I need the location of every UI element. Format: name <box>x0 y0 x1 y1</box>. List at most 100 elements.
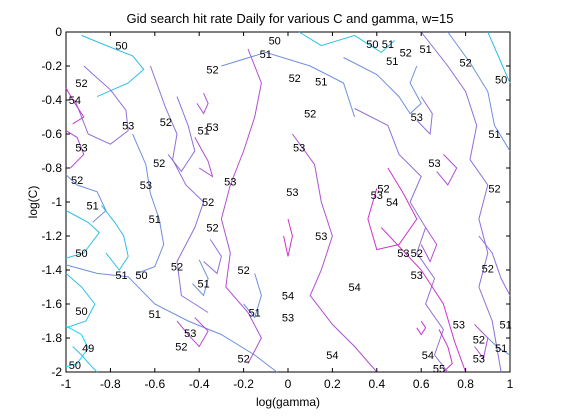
contour-label: 54 <box>348 282 360 294</box>
contour-label: 53 <box>75 143 87 155</box>
contour-label: 51 <box>386 56 398 68</box>
contour-line-55 <box>438 329 453 373</box>
y-tick-label: -1 <box>51 195 62 209</box>
contour-label: 54 <box>326 350 338 362</box>
contour-label: 52 <box>206 64 218 76</box>
contour-line-52 <box>167 96 196 173</box>
contour-label: 53 <box>411 270 423 282</box>
contour-line-52 <box>478 235 511 296</box>
contour-label: 55 <box>433 364 445 376</box>
contour-label: 53 <box>371 190 383 202</box>
contour-line-52 <box>74 65 129 145</box>
contour-label: 52 <box>75 78 87 90</box>
contour-label: 51 <box>499 319 511 331</box>
contour-line-50 <box>487 31 511 84</box>
contour-line-53 <box>194 137 214 178</box>
x-tick-label: -1 <box>61 377 72 391</box>
contour-label: 52 <box>202 197 214 209</box>
contour-label: 50 <box>115 41 127 53</box>
contour-line-53 <box>65 130 85 169</box>
contour-label: 50 <box>495 75 507 87</box>
contour-line-49 <box>65 325 89 368</box>
y-tick-label: -1.2 <box>41 229 62 243</box>
x-tick-label: 0.6 <box>413 377 430 391</box>
contour-label: 51 <box>115 270 127 282</box>
contour-label: 51 <box>249 308 261 320</box>
contour-line-50 <box>81 34 145 98</box>
y-tick-label: 0 <box>55 25 62 39</box>
contour-label: 52 <box>237 265 249 277</box>
y-tick-label: -0.4 <box>41 93 62 107</box>
contour-label: 53 <box>282 313 294 325</box>
y-axis-label: log(C) <box>26 186 40 219</box>
contour-label: 52 <box>473 335 485 347</box>
contour-line-52 <box>416 96 433 136</box>
contour-label: 53 <box>206 122 218 134</box>
contour-line-53 <box>196 92 209 115</box>
contour-label: 52 <box>411 248 423 260</box>
x-tick-label: 0.2 <box>324 377 341 391</box>
contour-label: 53 <box>428 158 440 170</box>
x-tick-label: -0.4 <box>189 377 210 391</box>
x-tick-label: 1 <box>507 377 514 391</box>
contour-line-54 <box>380 227 467 373</box>
x-tick-label: -0.6 <box>144 377 165 391</box>
contour-label: 52 <box>377 183 389 195</box>
contour-label: 51 <box>315 76 327 88</box>
x-tick-label: -0.8 <box>100 377 121 391</box>
contour-label: 52 <box>171 262 183 274</box>
contour-label: 53 <box>315 231 327 243</box>
contour-line-51 <box>132 133 165 274</box>
contour-label: 54 <box>422 350 434 362</box>
contour-label: 54 <box>386 197 398 209</box>
contour-line-54 <box>283 218 293 257</box>
contour-label: 53 <box>453 319 465 331</box>
contour-line-53 <box>436 154 458 186</box>
contour-label: 54 <box>69 95 81 107</box>
contour-line-54 <box>416 320 427 336</box>
contour-label: 50 <box>135 270 147 282</box>
y-tick-label: -1.6 <box>41 297 62 311</box>
contour-label: 52 <box>160 117 172 129</box>
contour-label: 51 <box>149 309 161 321</box>
contour-line-50 <box>65 273 96 329</box>
contour-label: 52 <box>175 342 187 354</box>
contour-label: 51 <box>149 214 161 226</box>
contour-line-51 <box>447 31 511 152</box>
contour-label: 51 <box>495 343 507 355</box>
contour-label: 50 <box>75 306 87 318</box>
y-tick-label: -1.8 <box>41 331 62 345</box>
contour-line-51 <box>487 337 511 356</box>
x-tick-label: 0.8 <box>457 377 474 391</box>
contour-label: 51 <box>260 49 272 61</box>
contour-line-53 <box>220 48 262 364</box>
contour-label: 52 <box>400 47 412 59</box>
contour-label: 53 <box>122 121 134 133</box>
contour-label: 52 <box>71 175 83 187</box>
contour-label: 49 <box>82 343 94 355</box>
contour-label: 52 <box>237 353 249 365</box>
contour-line-54 <box>367 167 418 251</box>
contour-label: 50 <box>366 39 378 51</box>
contour-line-50 <box>72 346 98 373</box>
contour-line-52 <box>203 239 222 275</box>
contour-label: 53 <box>140 180 152 192</box>
contour-label: 53 <box>184 328 196 340</box>
contour-label: 53 <box>473 353 485 365</box>
y-tick-label: -2 <box>51 365 62 379</box>
contour-label: 52 <box>289 73 301 85</box>
contour-line-53 <box>474 324 489 360</box>
contour-line-51 <box>65 174 107 223</box>
contour-label: 51 <box>419 44 431 56</box>
contour-label: 53 <box>286 187 298 199</box>
x-axis-ticks: -1 -0.8 -0.6 -0.4 -0.2 0 0.2 0.4 0.6 0.8 1 <box>61 32 514 391</box>
x-tick-label: 0.4 <box>368 377 385 391</box>
y-tick-label: -1.4 <box>41 263 62 277</box>
contour-label: 52 <box>459 58 471 70</box>
contour-line-53 <box>420 227 438 263</box>
contour-line-53 <box>176 317 209 348</box>
contour-label: 50 <box>75 248 87 260</box>
contour-label: 52 <box>153 158 165 170</box>
